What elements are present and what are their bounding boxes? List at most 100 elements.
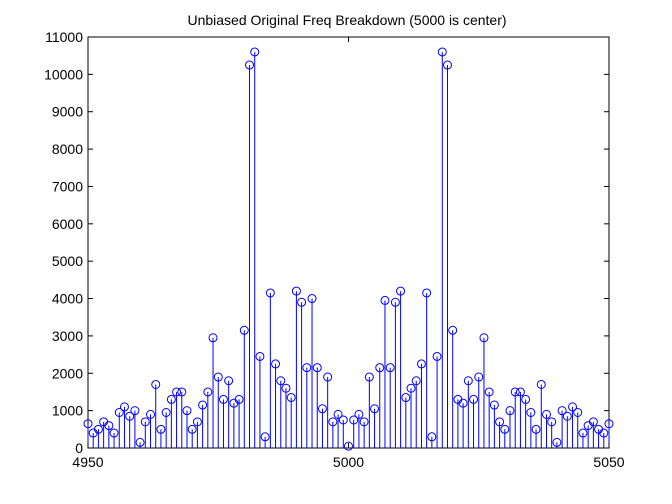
stem-marker [375,363,385,373]
y-tick-label: 11000 [45,29,83,45]
x-tick-label: 5050 [593,454,624,470]
stem-marker [432,351,442,361]
stem-marker [203,387,213,397]
stem-marker [213,372,223,382]
stem-marker [359,417,369,427]
stem-marker [510,387,520,397]
stem-marker [489,400,499,410]
stem-marker [578,428,588,438]
stem-marker [463,376,473,386]
stem-marker [573,408,583,418]
y-tick-label: 6000 [52,216,83,232]
stem-marker [146,409,156,419]
plot-frame [87,36,610,449]
stem-marker [495,417,505,427]
stem-marker [182,406,192,416]
stem-marker [151,379,161,389]
stem-marker [599,428,609,438]
stem-marker [588,417,598,427]
stem-marker [312,363,322,373]
stem-marker [531,424,541,434]
y-tick-label: 10000 [44,66,83,82]
stem-marker [442,60,452,70]
stem-marker [93,424,103,434]
stem-marker [437,47,447,57]
stem-marker [172,387,182,397]
stem-marker [156,424,166,434]
stem-marker [469,394,479,404]
stem-marker [354,409,364,419]
stem-marker [349,415,359,425]
stem-marker [291,286,301,296]
stem-marker [505,406,515,416]
stem-marker [109,428,119,438]
x-tick-label: 4950 [72,454,103,470]
y-tick-label: 1000 [52,403,83,419]
stem-marker [406,383,416,393]
y-tick-label: 2000 [52,365,83,381]
stem-marker [552,437,562,447]
stem-marker [271,359,281,369]
x-tick-label: 5000 [333,454,364,470]
stem-marker [245,60,255,70]
stem-marker [411,376,421,386]
stem-marker [568,402,578,412]
stem-marker [208,333,218,343]
stem-marker [239,325,249,335]
stem-marker [526,408,536,418]
stem-marker [328,417,338,427]
y-tick-label: 4000 [52,291,83,307]
stem-marker [297,297,307,307]
stem-marker [250,47,260,57]
stem-marker [104,421,114,431]
stem-marker [338,415,348,425]
stem-marker [135,437,145,447]
x-axis: 4950 5000 5050 [72,37,625,470]
y-tick-label: 7000 [52,178,83,194]
stem-marker [521,394,531,404]
stem-marker [484,387,494,397]
stem-marker [130,406,140,416]
stem-marker [218,394,228,404]
stem-marker [422,288,432,298]
stem-marker [515,387,525,397]
stem-marker [547,417,557,427]
stem-marker [187,424,197,434]
stem-marker [161,408,171,418]
stem-marker [255,351,265,361]
stem-marker [260,432,270,442]
stem-marker [416,359,426,369]
stem-marker [364,372,374,382]
stem-marker [192,417,202,427]
stem-marker [562,411,572,421]
chart-title: Unbiased Original Freq Breakdown (5000 i… [187,12,506,28]
stem-marker [265,288,275,298]
stem-marker [390,297,400,307]
stem-marker [83,419,93,429]
stem-marker [370,404,380,414]
stem-marker [536,379,546,389]
stem-marker [604,419,614,429]
stem-marker [448,325,458,335]
y-tick-label: 9000 [52,104,83,120]
stem-marker [307,294,317,304]
y-tick-label: 8000 [52,141,83,157]
stem-marker [224,376,234,386]
stem-marker [479,333,489,343]
y-tick-label: 3000 [52,328,83,344]
stem-marker [323,372,333,382]
stem-marker [177,387,187,397]
stem-marker [385,363,395,373]
stem-marker [396,286,406,296]
stem-marker [333,409,343,419]
stem-marker [380,295,390,305]
stem-marker [114,408,124,418]
stem-marker [401,393,411,403]
stem-marker [302,363,312,373]
stem-marker [286,393,296,403]
y-tick-label: 0 [75,440,83,456]
stem-marker [276,376,286,386]
stem-marker [317,404,327,414]
stem-marker [458,398,468,408]
